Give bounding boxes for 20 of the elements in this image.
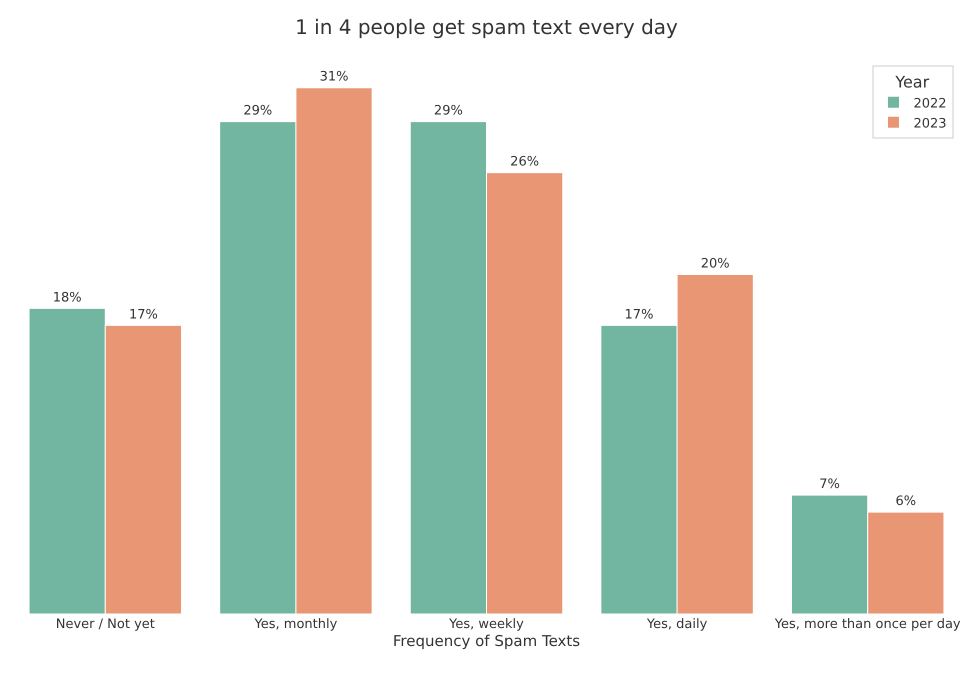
legend-label: 2022 <box>913 96 947 112</box>
x-tick-label: Yes, monthly <box>254 617 338 632</box>
data-label: 29% <box>243 104 272 119</box>
x-axis-title: Frequency of Spam Texts <box>392 632 580 650</box>
data-label: 6% <box>896 494 916 510</box>
x-tick-label: Yes, daily <box>646 617 708 632</box>
chart-title: 1 in 4 people get spam text every day <box>295 15 678 40</box>
data-label: 17% <box>624 307 654 322</box>
data-label: 29% <box>434 104 463 119</box>
x-tick-label: Yes, weekly <box>448 617 524 632</box>
legend-label: 2023 <box>913 116 947 132</box>
data-label: 17% <box>128 307 158 322</box>
x-tick-label: Yes, more than once per day <box>774 617 961 632</box>
data-label: 7% <box>819 477 840 492</box>
legend-title: Year <box>894 72 930 92</box>
data-label: 20% <box>700 256 730 272</box>
data-label: 18% <box>52 290 82 306</box>
x-tick-label: Never / Not yet <box>56 617 155 632</box>
data-label: 26% <box>510 154 540 170</box>
data-label: 31% <box>320 70 348 85</box>
